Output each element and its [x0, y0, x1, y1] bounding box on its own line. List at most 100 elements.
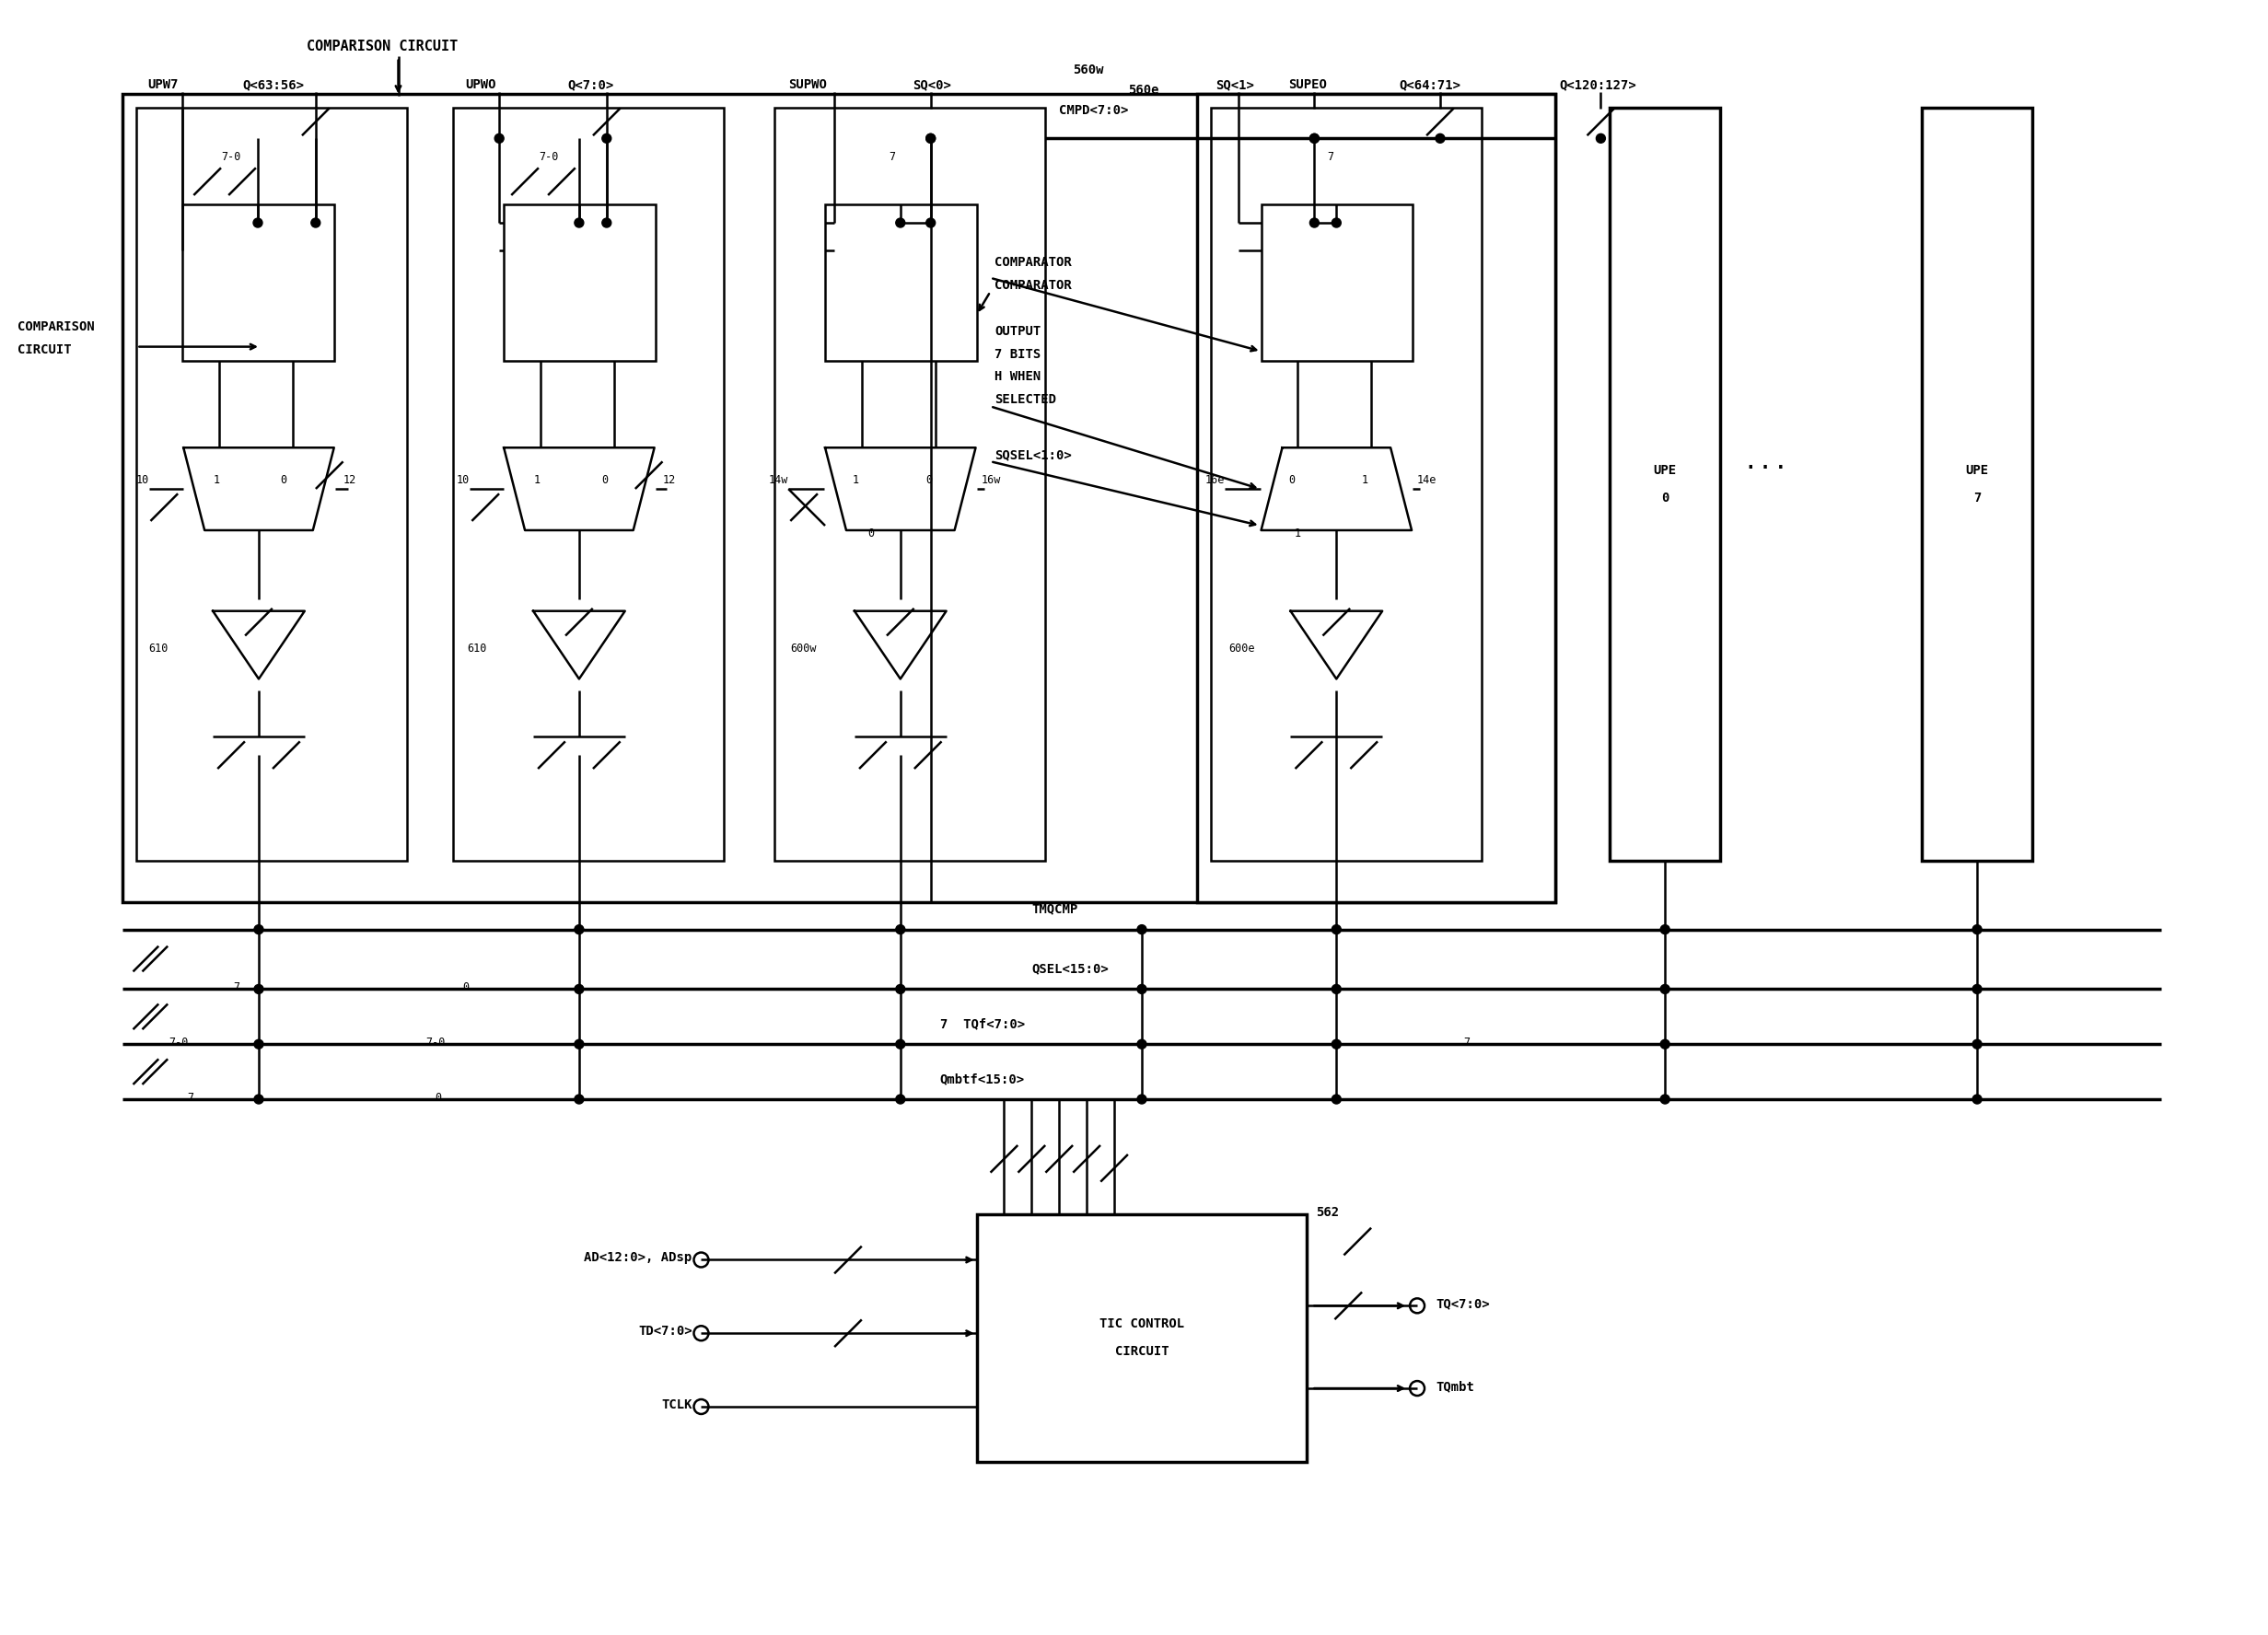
Text: SQ<1>: SQ<1>	[1216, 78, 1254, 92]
Text: 7: 7	[188, 1092, 193, 1104]
Circle shape	[254, 217, 263, 227]
Text: 0: 0	[281, 474, 286, 486]
Text: 10: 10	[456, 474, 469, 486]
Text: 562: 562	[1315, 1205, 1340, 1218]
Circle shape	[494, 134, 503, 142]
Circle shape	[1311, 134, 1320, 142]
Circle shape	[574, 217, 583, 227]
Text: SELECTED: SELECTED	[996, 394, 1057, 407]
Text: 0: 0	[1660, 492, 1669, 505]
Circle shape	[1136, 1095, 1145, 1104]
Text: QSEL<15:0>: QSEL<15:0>	[1032, 963, 1109, 976]
Circle shape	[1311, 217, 1320, 227]
Text: 1: 1	[853, 474, 860, 486]
Text: Q<7:0>: Q<7:0>	[567, 78, 612, 92]
Text: 14w: 14w	[769, 474, 789, 486]
Text: Q<63:56>: Q<63:56>	[243, 78, 304, 92]
Text: TQmbt: TQmbt	[1436, 1380, 1474, 1393]
Text: 7 BITS: 7 BITS	[996, 348, 1041, 360]
Text: TIC CONTROL: TIC CONTROL	[1100, 1318, 1184, 1331]
Text: 560e: 560e	[1127, 83, 1159, 96]
Text: SQSEL<1:0>: SQSEL<1:0>	[996, 448, 1073, 461]
Text: TMQCMP: TMQCMP	[1032, 903, 1077, 916]
Text: 12: 12	[342, 474, 356, 486]
Circle shape	[574, 984, 583, 994]
Circle shape	[311, 217, 320, 227]
Text: ...: ...	[1742, 448, 1789, 474]
Text: CIRCUIT: CIRCUIT	[18, 343, 70, 356]
Text: UPE: UPE	[1653, 464, 1676, 477]
Circle shape	[1660, 925, 1669, 934]
Bar	[1211, 108, 1481, 860]
Text: 0: 0	[1288, 474, 1295, 486]
Circle shape	[896, 925, 905, 934]
Circle shape	[1331, 1040, 1340, 1048]
Text: 7  TQf<7:0>: 7 TQf<7:0>	[939, 1017, 1025, 1030]
Text: 7-0: 7-0	[220, 150, 240, 164]
Circle shape	[574, 1095, 583, 1104]
Text: AD<12:0>, ADsp: AD<12:0>, ADsp	[585, 1251, 692, 1264]
Bar	[1198, 95, 1556, 903]
Bar	[1261, 204, 1413, 360]
Bar	[1921, 108, 2032, 860]
Circle shape	[254, 1095, 263, 1104]
Text: CMPD<7:0>: CMPD<7:0>	[1059, 105, 1129, 118]
Text: UPWO: UPWO	[465, 78, 497, 92]
Text: 610: 610	[150, 643, 168, 654]
Circle shape	[925, 217, 934, 227]
Text: 7: 7	[1973, 492, 1980, 505]
Text: 600w: 600w	[789, 643, 816, 654]
Text: 14e: 14e	[1418, 474, 1438, 486]
Bar	[826, 204, 978, 360]
Text: SUPEO: SUPEO	[1288, 78, 1327, 92]
Text: 0: 0	[435, 1092, 442, 1104]
Bar	[181, 204, 333, 360]
Text: CIRCUIT: CIRCUIT	[1116, 1346, 1168, 1359]
Bar	[1610, 108, 1719, 860]
Text: OUTPUT: OUTPUT	[996, 325, 1041, 337]
Text: 16w: 16w	[982, 474, 1000, 486]
Circle shape	[601, 217, 612, 227]
Text: 10: 10	[136, 474, 150, 486]
Circle shape	[925, 134, 934, 142]
Text: COMPARATOR: COMPARATOR	[996, 255, 1073, 268]
Circle shape	[1973, 1095, 1982, 1104]
Text: 7-0: 7-0	[168, 1037, 188, 1048]
Circle shape	[574, 1040, 583, 1048]
Circle shape	[1973, 984, 1982, 994]
Text: COMPARISON: COMPARISON	[18, 320, 95, 334]
Text: UPW7: UPW7	[147, 78, 179, 92]
Text: 12: 12	[662, 474, 676, 486]
Circle shape	[896, 984, 905, 994]
Circle shape	[925, 134, 934, 142]
Circle shape	[254, 1040, 263, 1048]
Text: 7: 7	[234, 981, 240, 994]
Circle shape	[896, 1095, 905, 1104]
Text: Q<120:127>: Q<120:127>	[1560, 78, 1637, 92]
Circle shape	[1973, 925, 1982, 934]
Text: 0: 0	[925, 474, 932, 486]
Text: 600e: 600e	[1229, 643, 1254, 654]
Text: H WHEN: H WHEN	[996, 371, 1041, 384]
Text: 0: 0	[463, 981, 469, 994]
Text: SUPWO: SUPWO	[789, 78, 828, 92]
Bar	[978, 1213, 1306, 1462]
Circle shape	[1136, 1040, 1145, 1048]
Circle shape	[1597, 134, 1606, 142]
Circle shape	[1331, 1095, 1340, 1104]
Circle shape	[1973, 1040, 1982, 1048]
Text: 7-0: 7-0	[540, 150, 558, 164]
Circle shape	[254, 984, 263, 994]
Bar	[136, 108, 408, 860]
Circle shape	[1660, 1095, 1669, 1104]
Text: 1: 1	[1295, 528, 1302, 540]
Circle shape	[574, 925, 583, 934]
Circle shape	[896, 217, 905, 227]
Text: 1: 1	[1361, 474, 1368, 486]
Text: COMPARATOR: COMPARATOR	[996, 278, 1073, 291]
Text: Qmbtf<15:0>: Qmbtf<15:0>	[939, 1073, 1025, 1086]
Bar	[776, 108, 1046, 860]
Circle shape	[1311, 134, 1320, 142]
Circle shape	[1331, 925, 1340, 934]
Circle shape	[254, 925, 263, 934]
